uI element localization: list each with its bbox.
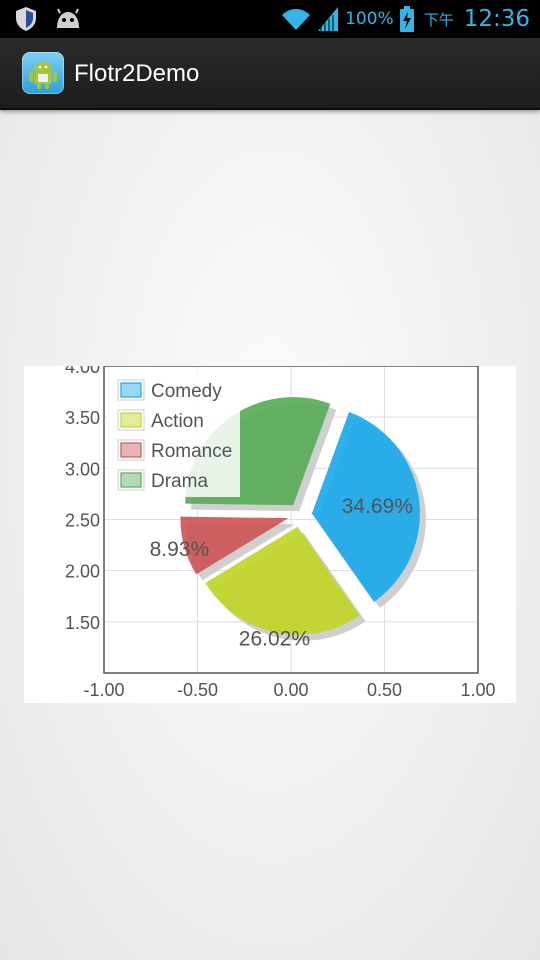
y-tick-label: 1.50 [65,613,100,633]
legend-label-drama: Drama [151,471,208,492]
legend-swatch-comedy [121,383,141,397]
app-title: Flotr2Demo [74,38,199,110]
y-tick-label: 2.50 [65,511,100,531]
y-tick-label: 3.50 [65,408,100,428]
legend-swatch-romance [121,443,141,457]
legend-label-romance: Romance [151,441,232,462]
pie-chart[interactable]: -1.00 -0.50 0.00 0.50 1.00 1.50 2.00 2.50 3.00 3.… [24,366,516,703]
y-tick-label: 3.00 [65,459,100,479]
x-tick-label: 1.00 [460,680,495,700]
x-tick-label: 0.50 [367,680,402,700]
chart-svg: -1.00 -0.50 0.00 0.50 1.00 1.50 2.00 2.50 3.00 3.… [24,366,516,703]
x-tick-label: -1.00 [83,680,124,700]
wifi-icon [281,7,311,31]
legend: Comedy Action Romance Drama [107,369,240,497]
slice-label-comedy: 34.69% [342,495,413,518]
y-tick-label: 2.00 [65,562,100,582]
status-bar: 100% 下午 12:36 [0,0,540,38]
action-bar: Flotr2Demo [0,38,540,110]
legend-label-comedy: Comedy [151,381,222,402]
battery-level: 100% [345,9,394,29]
slice-label-romance: 8.93% [150,538,210,561]
legend-swatch-action [121,413,141,427]
legend-swatch-drama [121,473,141,487]
android-debug-icon [54,6,82,30]
x-tick-label: -0.50 [177,680,218,700]
clock: 12:36 [464,6,530,32]
legend-label-action: Action [151,411,204,432]
x-tick-label: 0.00 [273,680,308,700]
shield-icon [14,6,38,32]
slice-label-action: 26.02% [239,627,310,650]
ampm-indicator: 下午 [424,9,454,30]
signal-icon [317,6,339,32]
android-app-icon[interactable] [22,52,64,94]
y-tick-label: 4.00 [65,366,100,377]
battery-charging-icon [400,6,414,32]
